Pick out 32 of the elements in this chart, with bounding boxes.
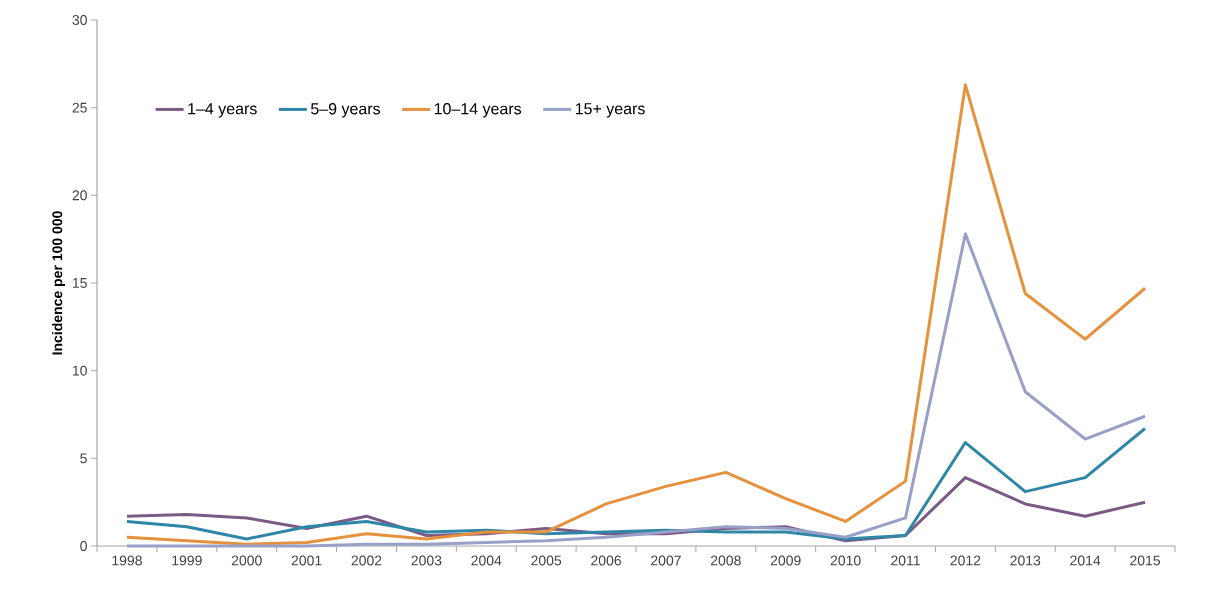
x-tick-label: 1999 — [172, 555, 202, 566]
x-tick-label: 2015 — [1130, 555, 1161, 566]
x-tick-label: 2006 — [591, 555, 621, 566]
y-tick-label: 5 — [80, 453, 87, 464]
x-tick-label: 2008 — [710, 555, 741, 566]
legend-label: 15+ years — [575, 103, 645, 118]
y-tick-label: 15 — [72, 278, 87, 288]
x-tick-label: 2007 — [651, 555, 681, 566]
line-series — [125, 83, 1147, 546]
legend-label: 1–4 years — [188, 103, 257, 118]
x-tick-label: 2011 — [891, 555, 920, 566]
line-series — [125, 427, 1147, 541]
x-tick-label: 2002 — [351, 555, 382, 566]
legend-label: 5–9 years — [311, 103, 381, 118]
x-tick-label: 1998 — [112, 555, 142, 566]
x-tick-label: 2001 — [291, 555, 322, 566]
y-tick-label: 0 — [80, 541, 87, 551]
y-tick-label: 10 — [72, 365, 87, 376]
x-tick-label: 2014 — [1070, 555, 1101, 566]
y-tick-label: 30 — [72, 15, 87, 25]
legend-label: 10–14 years — [434, 103, 522, 118]
x-tick-label: 2005 — [531, 555, 562, 566]
y-tick-label: 25 — [72, 102, 87, 113]
y-tick-label: 20 — [72, 190, 87, 201]
x-tick-label: 2000 — [231, 555, 262, 566]
x-tick-label: 2009 — [770, 555, 801, 566]
x-tick-label: 2010 — [830, 555, 861, 566]
x-tick-label: 2012 — [950, 555, 981, 566]
x-tick-label: 2003 — [411, 555, 442, 566]
y-axis-title: Incidence per 100 000 — [51, 211, 66, 355]
x-tick-label: 2013 — [1010, 555, 1041, 566]
x-tick-label: 2004 — [471, 555, 502, 566]
